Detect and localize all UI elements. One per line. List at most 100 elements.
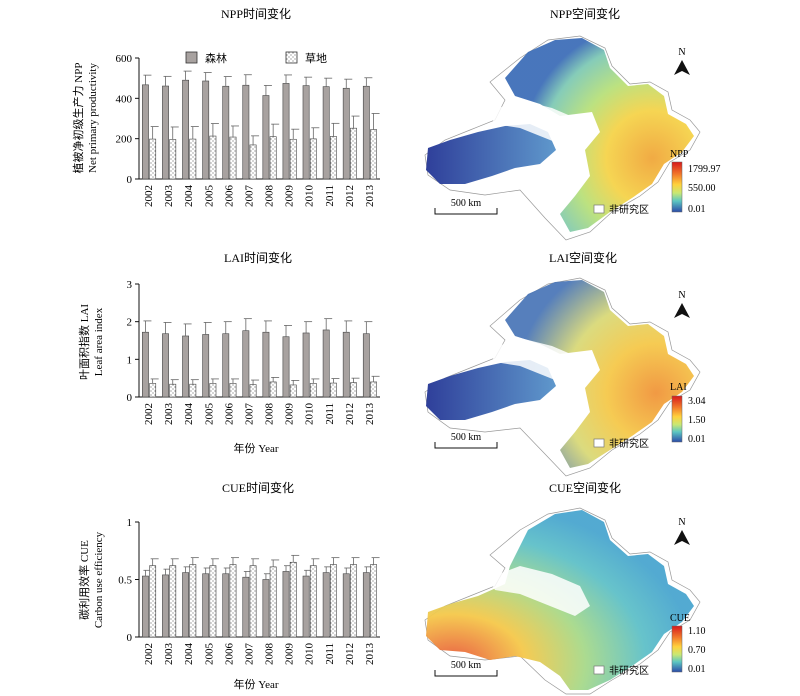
bar-grassland [350, 382, 357, 398]
x-tick-label: 2002 [143, 185, 155, 207]
x-tick-label: 2004 [183, 643, 195, 666]
x-axis-label: 年份 Year [233, 677, 278, 691]
nodata-legend: 非研究区 [593, 664, 649, 677]
bar-grassland [370, 564, 377, 638]
bar-forest [342, 87, 350, 180]
bar-grassland [149, 138, 157, 180]
bar-forest [162, 333, 169, 398]
north-label: N [678, 290, 685, 301]
bar-forest [262, 331, 270, 398]
bar-grassland [189, 383, 197, 398]
nodata-swatch [593, 665, 605, 675]
x-tick-label: 2003 [163, 185, 175, 208]
bar-grassland [269, 381, 277, 398]
bar-forest [282, 571, 290, 638]
x-tick-label: 2004 [183, 403, 195, 426]
legend-min: 0.01 [688, 204, 706, 215]
chart-title: CUE时间变化 [222, 480, 294, 495]
bar-grassland [169, 565, 177, 638]
legend-label-forest: 森林 [205, 51, 227, 65]
y-tick-label: 600 [116, 53, 133, 65]
x-tick-label: 2006 [223, 643, 235, 666]
legend-max: 3.04 [688, 396, 706, 407]
x-tick-label: 2011 [324, 185, 336, 207]
north-arrow: N [674, 290, 690, 318]
bar-grassland [289, 384, 297, 398]
bar-forest [222, 573, 230, 638]
x-tick-label: 2010 [304, 403, 316, 426]
bar-grassland [309, 138, 317, 180]
y-tick-label: 0 [127, 632, 133, 644]
x-tick-label: 2007 [243, 643, 255, 666]
x-tick-label: 2007 [243, 403, 255, 426]
map-title: CUE空间变化 [549, 480, 621, 495]
map-fill-west [426, 124, 556, 184]
bar-forest [302, 575, 310, 638]
y-tick-label: 200 [116, 134, 133, 146]
scale-bar: 500 km [434, 660, 498, 677]
x-tick-label: 2011 [324, 403, 336, 425]
cue-temporal-panel: CUE时间变化 碳利用效率 CUE Carbon use efficiency … [77, 480, 380, 691]
legend-mid: 550.00 [688, 183, 716, 194]
bar-grassland [229, 564, 237, 638]
bar-grassland [169, 383, 177, 398]
bar-forest [362, 333, 370, 398]
map-fill-east [505, 280, 694, 468]
nodata-gap [488, 338, 590, 388]
bar-grassland [249, 565, 257, 638]
bar-grassland [249, 144, 257, 180]
color-ramp [671, 161, 683, 213]
x-tick-label: 2012 [344, 643, 356, 665]
y-tick-label: 2 [127, 317, 133, 329]
scale-line [434, 442, 498, 449]
y-tick-label: 0 [127, 392, 133, 404]
bar-forest [142, 575, 149, 638]
bar-forest [262, 579, 270, 638]
bar-forest [142, 331, 149, 398]
x-tick-label: 2008 [264, 185, 276, 208]
bar-grassland [229, 383, 237, 398]
legend: 森林 草地 [185, 51, 327, 65]
nodata-swatch [593, 438, 605, 448]
bar-forest [302, 85, 310, 180]
y-axis-label: 碳利用效率 CUE Carbon use efficiency [77, 531, 105, 628]
x-tick-label: 2009 [284, 185, 296, 208]
legend-swatch-grassland [285, 51, 298, 64]
color-legend: NPP 1799.97 550.00 0.01 [670, 149, 721, 215]
color-ramp [671, 625, 683, 673]
bar-forest [262, 95, 270, 180]
north-label: N [678, 517, 685, 528]
bar-grassland [189, 138, 197, 180]
npp-spatial-panel: NPP空间变化 N NPP 1799.97 550.00 0.01 500 km… [424, 6, 721, 241]
legend-max: 1799.97 [688, 164, 721, 175]
region-map [424, 35, 701, 241]
chart-title: LAI时间变化 [224, 250, 292, 265]
bar-grassland [370, 129, 377, 180]
legend-title: NPP [670, 149, 689, 160]
bar-forest [202, 573, 210, 638]
north-arrow: N [674, 517, 690, 545]
y-tick-label: 3 [127, 279, 133, 291]
scale-label: 500 km [451, 660, 482, 671]
x-tick-label: 2012 [344, 403, 356, 425]
x-tick-label: 2003 [163, 643, 175, 666]
legend-title: LAI [670, 382, 687, 393]
bar-grassland [350, 564, 357, 638]
x-tick-label: 2005 [203, 185, 215, 208]
x-tick-label: 2003 [163, 403, 175, 426]
bar-grassland [249, 384, 257, 398]
bar-grassland [370, 381, 377, 398]
y-tick-label: 1 [127, 517, 133, 529]
bar-forest [282, 336, 290, 398]
chart-title: NPP时间变化 [221, 6, 291, 21]
x-tick-label: 2012 [344, 185, 356, 207]
north-label: N [678, 47, 685, 58]
bar-forest [142, 84, 149, 180]
bar-forest [222, 333, 230, 398]
bar-grassland [209, 383, 217, 398]
bar-forest [302, 332, 310, 398]
legend-mid: 0.70 [688, 645, 706, 656]
x-tick-label: 2006 [223, 403, 235, 426]
bar-grassland [329, 136, 337, 180]
